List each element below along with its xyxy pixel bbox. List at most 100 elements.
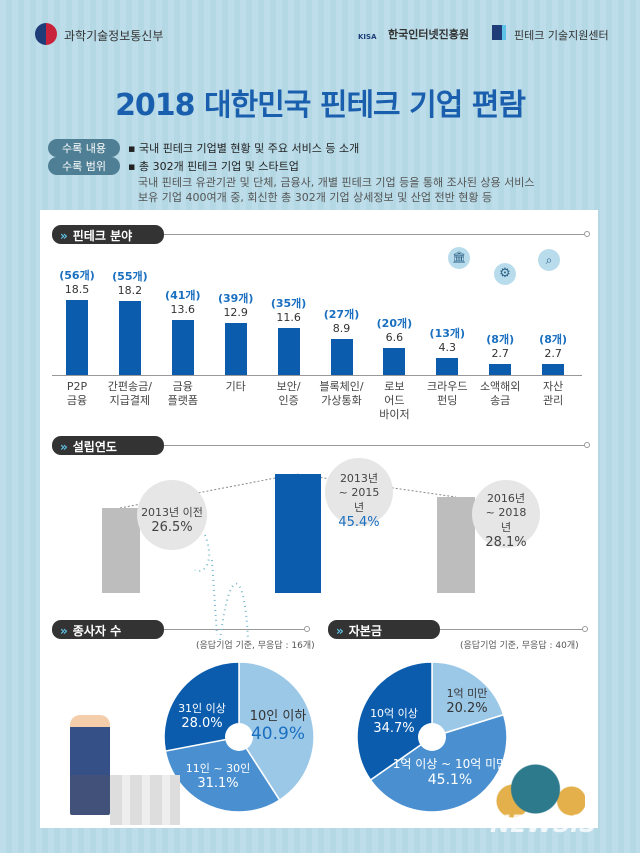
bar <box>542 364 565 375</box>
gear-icon: ⚙ <box>494 263 516 285</box>
label: 31인 이상 <box>178 702 226 715</box>
bar <box>118 301 141 375</box>
divider-dot <box>304 626 310 632</box>
bar-value-label: 18.5 <box>64 283 90 297</box>
bar <box>66 300 88 375</box>
value: 28.1% <box>485 535 527 550</box>
pie-hole <box>418 723 446 751</box>
pie-label-11-30: 11인 ~ 30인 31.1% <box>178 760 258 791</box>
bar-count-label: (35개) <box>270 297 307 311</box>
bar-count-label: (13개) <box>429 326 466 340</box>
label: 1억 미만 <box>446 687 488 700</box>
bar-category-label: 기타 <box>225 380 246 393</box>
divider-dot <box>584 442 590 448</box>
employees-note: (응답기업 기준, 무응답 : 16개) <box>196 641 315 651</box>
bar-count-label: (8개) <box>539 333 568 347</box>
section-title: 자본금 <box>348 624 382 638</box>
bar-count-label: (8개) <box>486 333 515 347</box>
pie-slice <box>356 661 433 781</box>
label: 2013년 ~ 2015년 <box>338 472 380 514</box>
divider <box>440 629 582 630</box>
founding-before-2013: 2013년 이전 26.5% <box>137 480 207 550</box>
bar-category-label: 자산 관리 <box>542 380 564 407</box>
bar-value-label: 18.2 <box>117 284 143 298</box>
ministry-name: 과학기술정보통신부 <box>64 29 164 43</box>
bar-baseline <box>52 375 582 376</box>
bar-count-label: (20개) <box>376 317 413 331</box>
fintech-center-logo-icon <box>492 25 506 40</box>
label: 2013년 이전 <box>141 506 203 519</box>
label: 1억 이상 ~ 10억 미만 <box>392 757 508 771</box>
page-title: 2018 대한민국 핀테크 기업 편람 <box>115 88 526 123</box>
section-title: 핀테크 분야 <box>72 229 133 243</box>
kisa-name: 한국인터넷진흥원 <box>388 28 469 41</box>
founding-2016-2018: 2016년 ~ 2018년 28.1% <box>472 480 540 550</box>
bar-value-label: 12.9 <box>223 305 248 319</box>
bar-value-label: 11.6 <box>276 311 301 325</box>
bar <box>330 338 353 375</box>
bar-count-label: (56개) <box>59 269 95 283</box>
section-title: 설립연도 <box>72 440 117 454</box>
bar-value-label: 2.7 <box>544 347 562 361</box>
bar-value-label: 13.6 <box>170 302 196 316</box>
pie-label-31-or-more: 31인 이상 28.0% <box>167 700 237 731</box>
bank-icon: 🏛 <box>448 247 470 269</box>
coins-globe-illustration-icon <box>495 745 585 825</box>
value: 45.1% <box>427 772 473 788</box>
ministry-logo-icon <box>35 23 57 45</box>
value: 31.1% <box>197 776 239 791</box>
section-header-field: » 핀테크 분야 <box>52 225 164 244</box>
bar-category-label: 로보 어드 바이저 <box>379 380 410 421</box>
pie-slice <box>164 736 281 813</box>
bar-value-label: 6.6 <box>385 331 404 345</box>
info-label-contents: 수록 내용 <box>48 139 120 157</box>
divider <box>164 445 584 446</box>
founding-2013-2015: 2013년 ~ 2015년 45.4% <box>325 458 393 530</box>
bar <box>224 322 247 375</box>
pie-hole <box>225 723 253 751</box>
divider-dot <box>582 626 588 632</box>
label: 10억 이상 <box>370 707 418 720</box>
pie-label-over-1b: 10억 이상 34.7% <box>362 705 426 736</box>
bar <box>171 319 194 375</box>
label: 10인 이하 <box>249 709 307 724</box>
bar-category-label: 간편송금/지급결제 <box>107 380 152 407</box>
pie-slice <box>431 661 505 739</box>
divider <box>164 629 304 630</box>
bar <box>277 328 300 375</box>
info-text-detail-1: 국내 핀테크 유관기관 및 단체, 금융사, 개별 핀테크 기업 등을 통해 조… <box>138 176 535 189</box>
value: 28.0% <box>181 716 223 731</box>
bar-value-label: 4.3 <box>438 340 457 354</box>
pie-label-10-or-less: 10인 이하 40.9% <box>238 705 318 744</box>
pie-label-100m-1b: 1억 이상 ~ 10억 미만 45.1% <box>385 755 515 788</box>
bar-category-label: 금융 플랫폼 <box>167 380 198 407</box>
divider <box>164 234 584 235</box>
bar-count-label: (55개) <box>112 270 148 284</box>
bar-count-label: (27개) <box>323 307 360 321</box>
building-before-2013 <box>102 508 140 593</box>
fintech-center-name: 핀테크 기술지원센터 <box>514 29 609 42</box>
building-2013-2015 <box>275 474 321 593</box>
bar <box>383 348 406 375</box>
bar-value-label: 2.7 <box>491 347 509 361</box>
value: 34.7% <box>373 721 415 736</box>
section-header-founding: » 설립연도 <box>52 436 164 455</box>
bar-value-label: 8.9 <box>332 321 351 335</box>
bar-category-label: 보안/인증 <box>276 380 301 407</box>
bar-count-label: (39개) <box>217 291 254 305</box>
value: 45.4% <box>338 515 380 530</box>
pie-label-under-100m: 1억 미만 20.2% <box>432 685 502 716</box>
label: 11인 ~ 30인 <box>185 762 251 775</box>
bar-category-label: 크라우드 펀딩 <box>427 380 468 407</box>
city-skyline-icon <box>110 775 180 825</box>
label: 2016년 ~ 2018년 <box>485 492 527 534</box>
businessman-illustration-icon <box>70 715 110 815</box>
section-header-capital: » 자본금 <box>328 620 440 639</box>
info-text-contents: ▪ 국내 핀테크 기업별 현황 및 주요 서비스 등 소개 <box>128 142 360 155</box>
info-label-scope: 수록 범위 <box>48 157 120 175</box>
capital-note: (응답기업 기준, 무응답 : 40개) <box>460 641 579 651</box>
pie-slice <box>369 713 508 813</box>
value: 40.9% <box>250 724 305 744</box>
